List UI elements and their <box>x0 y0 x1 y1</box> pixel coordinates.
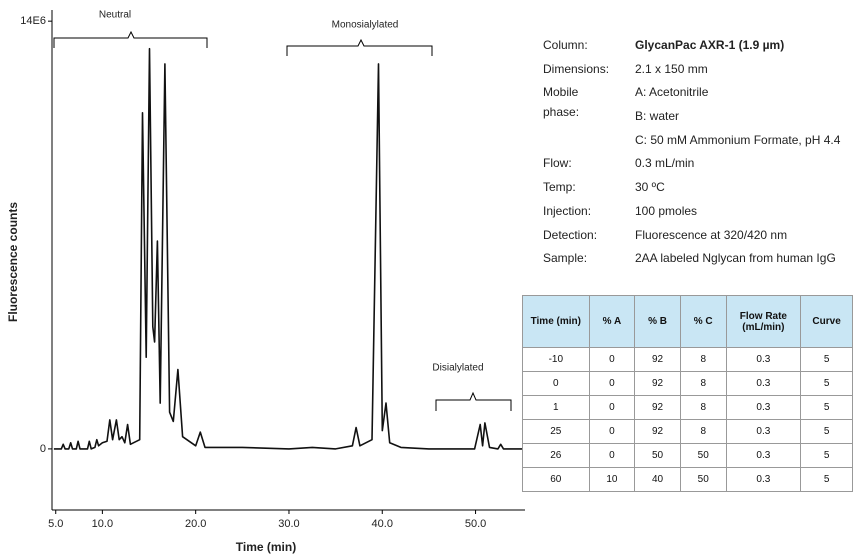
table-cell: 5 <box>800 371 853 396</box>
table-cell: 10 <box>588 467 636 492</box>
table-cell: 0.3 <box>725 395 802 420</box>
annotation: Monosialylated <box>332 20 399 31</box>
condition-label: Sample: <box>543 251 588 266</box>
condition-value: B: water <box>635 109 680 124</box>
table-cell: 1 <box>522 395 590 420</box>
table-cell: 0 <box>588 347 636 372</box>
table-cell: 50 <box>679 467 727 492</box>
y-tick-label: 14E6 <box>20 15 46 27</box>
table-cell: 40 <box>634 467 681 492</box>
table-cell: 50 <box>634 443 681 468</box>
condition-label: Dimensions: <box>543 61 610 76</box>
condition-label: Temp: <box>543 180 576 195</box>
table-cell: 0 <box>588 395 636 420</box>
condition-label: Flow: <box>543 156 572 171</box>
table-cell: 60 <box>522 467 590 492</box>
chart: Time (min) Fluorescence counts Neutral M… <box>6 10 525 554</box>
table-cell: 8 <box>679 371 727 396</box>
x-tick-label: 10.0 <box>92 518 113 530</box>
table-row: -10 0 92 8 0.3 5 <box>522 347 853 372</box>
table-row: 1 0 92 8 0.3 5 <box>522 395 853 420</box>
condition-value: C: 50 mM Ammonium Formate, pH 4.4 <box>635 132 841 147</box>
header-row: Time (min)% A% B% C Flow Rate (mL/min) Cur… <box>522 295 853 348</box>
condition-value: 2.1 x 150 mm <box>635 61 708 76</box>
gradient-table: Time (min)% A% B% C Flow Rate (mL/min) Cur… <box>522 295 853 492</box>
header-cell: % C <box>679 295 727 348</box>
y-axis-label: Fluorescence counts <box>6 202 20 322</box>
y-tick-label: 0 <box>40 443 46 455</box>
table-row: 26 0 50 50 0.3 5 <box>522 443 853 468</box>
table-cell: 8 <box>679 419 727 444</box>
table-row: 60 10 40 50 0.3 5 <box>522 467 853 492</box>
table-cell: 8 <box>679 347 727 372</box>
table-cell: 26 <box>522 443 590 468</box>
condition-value: 30 ºC <box>635 180 665 195</box>
table-row: 0 0 92 8 0.3 5 <box>522 371 853 396</box>
condition-value: GlycanPac AXR-1 (1.9 µm) <box>635 38 785 52</box>
header-cell: % B <box>634 295 681 348</box>
table-cell: 0 <box>588 419 636 444</box>
x-tick-label: 20.0 <box>185 518 206 530</box>
condition-value: Fluorescence at 320/420 nm <box>635 227 788 242</box>
table-cell: 92 <box>634 419 681 444</box>
table-cell: 50 <box>679 443 727 468</box>
header-cell: Time (min) <box>522 295 590 348</box>
x-tick-label: 50.0 <box>465 518 486 530</box>
header-cell: Curve <box>800 295 853 348</box>
table-cell: 0.3 <box>725 347 802 372</box>
condition-value: 100 pmoles <box>635 203 698 218</box>
condition-label: Mobile phase: <box>543 85 580 120</box>
bracket <box>286 38 433 56</box>
table-cell: 0 <box>522 371 590 396</box>
annotation: Disialylated <box>432 363 483 374</box>
x-tick-label: 30.0 <box>278 518 299 530</box>
bracket <box>435 391 512 411</box>
table-cell: 8 <box>679 395 727 420</box>
table-cell: 0.3 <box>725 467 802 492</box>
table-cell: 0.3 <box>725 371 802 396</box>
condition-label: Column: <box>543 38 588 52</box>
table-cell: 0.3 <box>725 443 802 468</box>
table-cell: 25 <box>522 419 590 444</box>
condition-value: 0.3 mL/min <box>635 156 695 171</box>
trace <box>53 47 523 450</box>
header-cell: Flow Rate (mL/min) <box>725 295 802 348</box>
condition-value: A: Acetonitrile <box>635 85 709 100</box>
table-cell: 92 <box>634 371 681 396</box>
table-cell: 92 <box>634 395 681 420</box>
annotation: Neutral <box>99 10 131 21</box>
table-cell: 0.3 <box>725 419 802 444</box>
header-cell: % A <box>588 295 636 348</box>
bracket <box>53 30 208 48</box>
x-tick-label: 40.0 <box>372 518 393 530</box>
condition-label: Detection: <box>543 227 598 242</box>
table-cell: 5 <box>800 467 853 492</box>
table-cell: -10 <box>522 347 590 372</box>
table-cell: 0 <box>588 443 636 468</box>
table-row: 25 0 92 8 0.3 5 <box>522 419 853 444</box>
table-cell: 5 <box>800 347 853 372</box>
table-cell: 5 <box>800 443 853 468</box>
table-cell: 5 <box>800 395 853 420</box>
table-cell: 5 <box>800 419 853 444</box>
x-axis-label: Time (min) <box>236 540 296 554</box>
condition-value: 2AA labeled Nglycan from human IgG <box>635 251 836 266</box>
table-cell: 92 <box>634 347 681 372</box>
condition-label: Injection: <box>543 203 592 218</box>
table-cell: 0 <box>588 371 636 396</box>
x-tick-label: 5.0 <box>48 518 63 530</box>
